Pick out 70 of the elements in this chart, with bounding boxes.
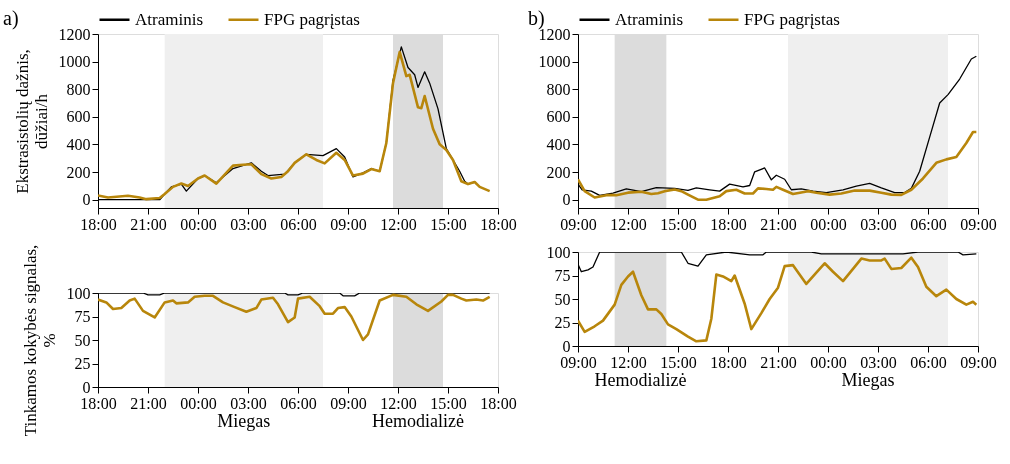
legend-label: FPG pagrįstas	[264, 9, 360, 29]
y-axis-title: Tinkamos kokybės signalas, %	[20, 244, 59, 437]
x-tick-label: 21:00	[760, 215, 797, 233]
x-tick-label: 09:00	[560, 353, 597, 371]
y-tick-label: 1000	[58, 53, 91, 71]
x-tick-label: 15:00	[660, 215, 697, 233]
x-tick-label: 03:00	[860, 353, 897, 371]
x-tick-label: 15:00	[660, 353, 697, 371]
x-tick-label: 18:00	[480, 215, 517, 233]
x-tick-label: 09:00	[960, 215, 997, 233]
x-tick-label: 15:00	[430, 394, 467, 412]
y-tick-label: 600	[546, 108, 571, 126]
x-tick-label: 21:00	[130, 394, 167, 412]
y-tick-label: 0	[562, 337, 571, 355]
x-tick-label: 00:00	[810, 353, 847, 371]
y-tick-label: 100	[66, 284, 91, 302]
x-tick-label: 06:00	[280, 215, 317, 233]
legend-label: FPG pagrįstas	[744, 9, 840, 29]
x-tick-label: 03:00	[230, 215, 267, 233]
legend-label: Atraminis	[615, 9, 683, 29]
y-axis-title: Ekstrasistolių dažnis, dūžiai/h	[12, 49, 51, 194]
y-tick-label: 1000	[538, 53, 571, 71]
x-tick-label: 21:00	[130, 215, 167, 233]
x-tick-label: 06:00	[910, 353, 947, 371]
y-tick-label: 0	[82, 191, 91, 209]
y-tick-label: 1200	[58, 25, 91, 43]
y-tick-label: 200	[546, 163, 571, 181]
x-tick-label: 03:00	[860, 215, 897, 233]
x-tick-label: 12:00	[610, 215, 647, 233]
x-tick-label: 00:00	[180, 394, 217, 412]
x-tick-label: 18:00	[710, 353, 747, 371]
y-tick-label: 400	[546, 135, 571, 153]
x-tick-label: 09:00	[960, 353, 997, 371]
y-tick-label: 800	[66, 80, 91, 98]
x-tick-label: 15:00	[430, 215, 467, 233]
y-tick-label: 50	[74, 331, 91, 349]
x-tick-label: 09:00	[330, 394, 367, 412]
y-tick-label: 600	[66, 108, 91, 126]
x-tick-label: 06:00	[280, 394, 317, 412]
x-tick-label: 00:00	[180, 215, 217, 233]
x-tick-label: 21:00	[760, 353, 797, 371]
legend-label: Atraminis	[135, 9, 203, 29]
x-tick-label: 18:00	[710, 215, 747, 233]
y-tick-label: 25	[74, 355, 91, 372]
x-tick-label: 12:00	[380, 215, 417, 233]
x-tick-label: 12:00	[610, 353, 647, 371]
y-tick-label: 25	[554, 314, 571, 331]
y-tick-label: 75	[554, 267, 571, 284]
y-tick-label: 200	[66, 163, 91, 181]
x-tick-label: 18:00	[80, 215, 117, 233]
x-tick-label: 03:00	[230, 394, 267, 412]
y-tick-label: 75	[74, 308, 91, 325]
x-tick-label: 18:00	[480, 394, 517, 412]
x-tick-label: 18:00	[80, 394, 117, 412]
band-label: Miegas	[841, 370, 895, 390]
y-tick-label: 0	[562, 191, 571, 209]
y-tick-label: 100	[546, 243, 571, 261]
y-tick-label: 400	[66, 135, 91, 153]
y-tick-label: 0	[82, 378, 91, 396]
band-label: Miegas	[217, 411, 271, 431]
x-tick-label: 06:00	[910, 215, 947, 233]
x-tick-label: 09:00	[330, 215, 367, 233]
x-tick-label: 09:00	[560, 215, 597, 233]
x-tick-label: 00:00	[810, 215, 847, 233]
x-tick-label: 12:00	[380, 394, 417, 412]
chart-title: a)	[3, 7, 19, 30]
band-label: Hemodializė	[594, 370, 687, 390]
band-label: Hemodializė	[372, 411, 464, 431]
y-tick-label: 800	[546, 80, 571, 98]
y-tick-label: 50	[554, 290, 571, 308]
